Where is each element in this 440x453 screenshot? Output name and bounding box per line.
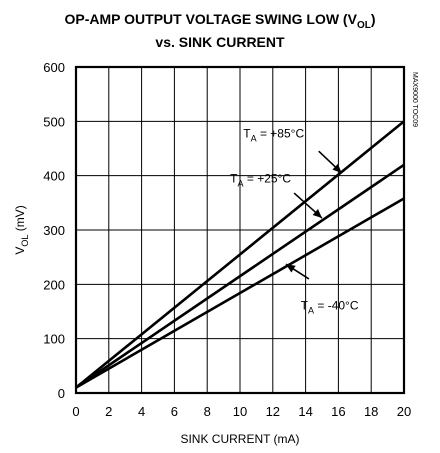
y-tick-label: 100 <box>43 332 65 347</box>
series-line <box>75 197 405 389</box>
x-tick-label: 16 <box>331 404 345 419</box>
figure-id-mark: MAX9000 TOC09 <box>411 72 418 127</box>
chart-title-line1: OP-AMP OUTPUT VOLTAGE SWING LOW (VOL) <box>64 11 376 31</box>
y-tick-label: 200 <box>43 277 65 292</box>
y-tick-label: 600 <box>43 60 65 75</box>
series-label: TA = -40°C <box>301 298 359 315</box>
arrow-head <box>312 209 322 219</box>
y-tick-label: 300 <box>43 223 65 238</box>
series-label: TA = +25°C <box>230 172 291 189</box>
x-tick-label: 14 <box>298 404 312 419</box>
x-tick-label: 4 <box>138 404 145 419</box>
x-tick-label: 2 <box>105 404 112 419</box>
series-lines <box>75 120 405 389</box>
chart-title-line2: vs. SINK CURRENT <box>155 34 285 50</box>
series-line <box>75 120 405 389</box>
series-line <box>75 163 405 389</box>
plot-frame <box>74 65 406 395</box>
x-tick-label: 18 <box>364 404 378 419</box>
x-tick-label: 6 <box>171 404 178 419</box>
grid <box>74 65 406 395</box>
x-tick-label: 0 <box>72 404 79 419</box>
y-axis-label: VOL (mV) <box>13 205 30 254</box>
x-tick-label: 12 <box>266 404 280 419</box>
series-annotations: TA = +85°C TA = +25°C TA = -40°C <box>230 127 359 316</box>
x-tick-label: 20 <box>397 404 411 419</box>
x-tick-label: 8 <box>204 404 211 419</box>
x-tick-label: 10 <box>233 404 247 419</box>
arrow-head <box>332 163 342 173</box>
chart-title-subscript: OL <box>356 19 371 31</box>
y-tick-label: 400 <box>43 169 65 184</box>
y-tick-label: 500 <box>43 114 65 129</box>
y-tick-label: 0 <box>58 386 65 401</box>
x-axis-label: SINK CURRENT (mA) <box>180 432 299 446</box>
arrow-head <box>285 264 296 273</box>
series-label: TA = +85°C <box>243 127 304 144</box>
